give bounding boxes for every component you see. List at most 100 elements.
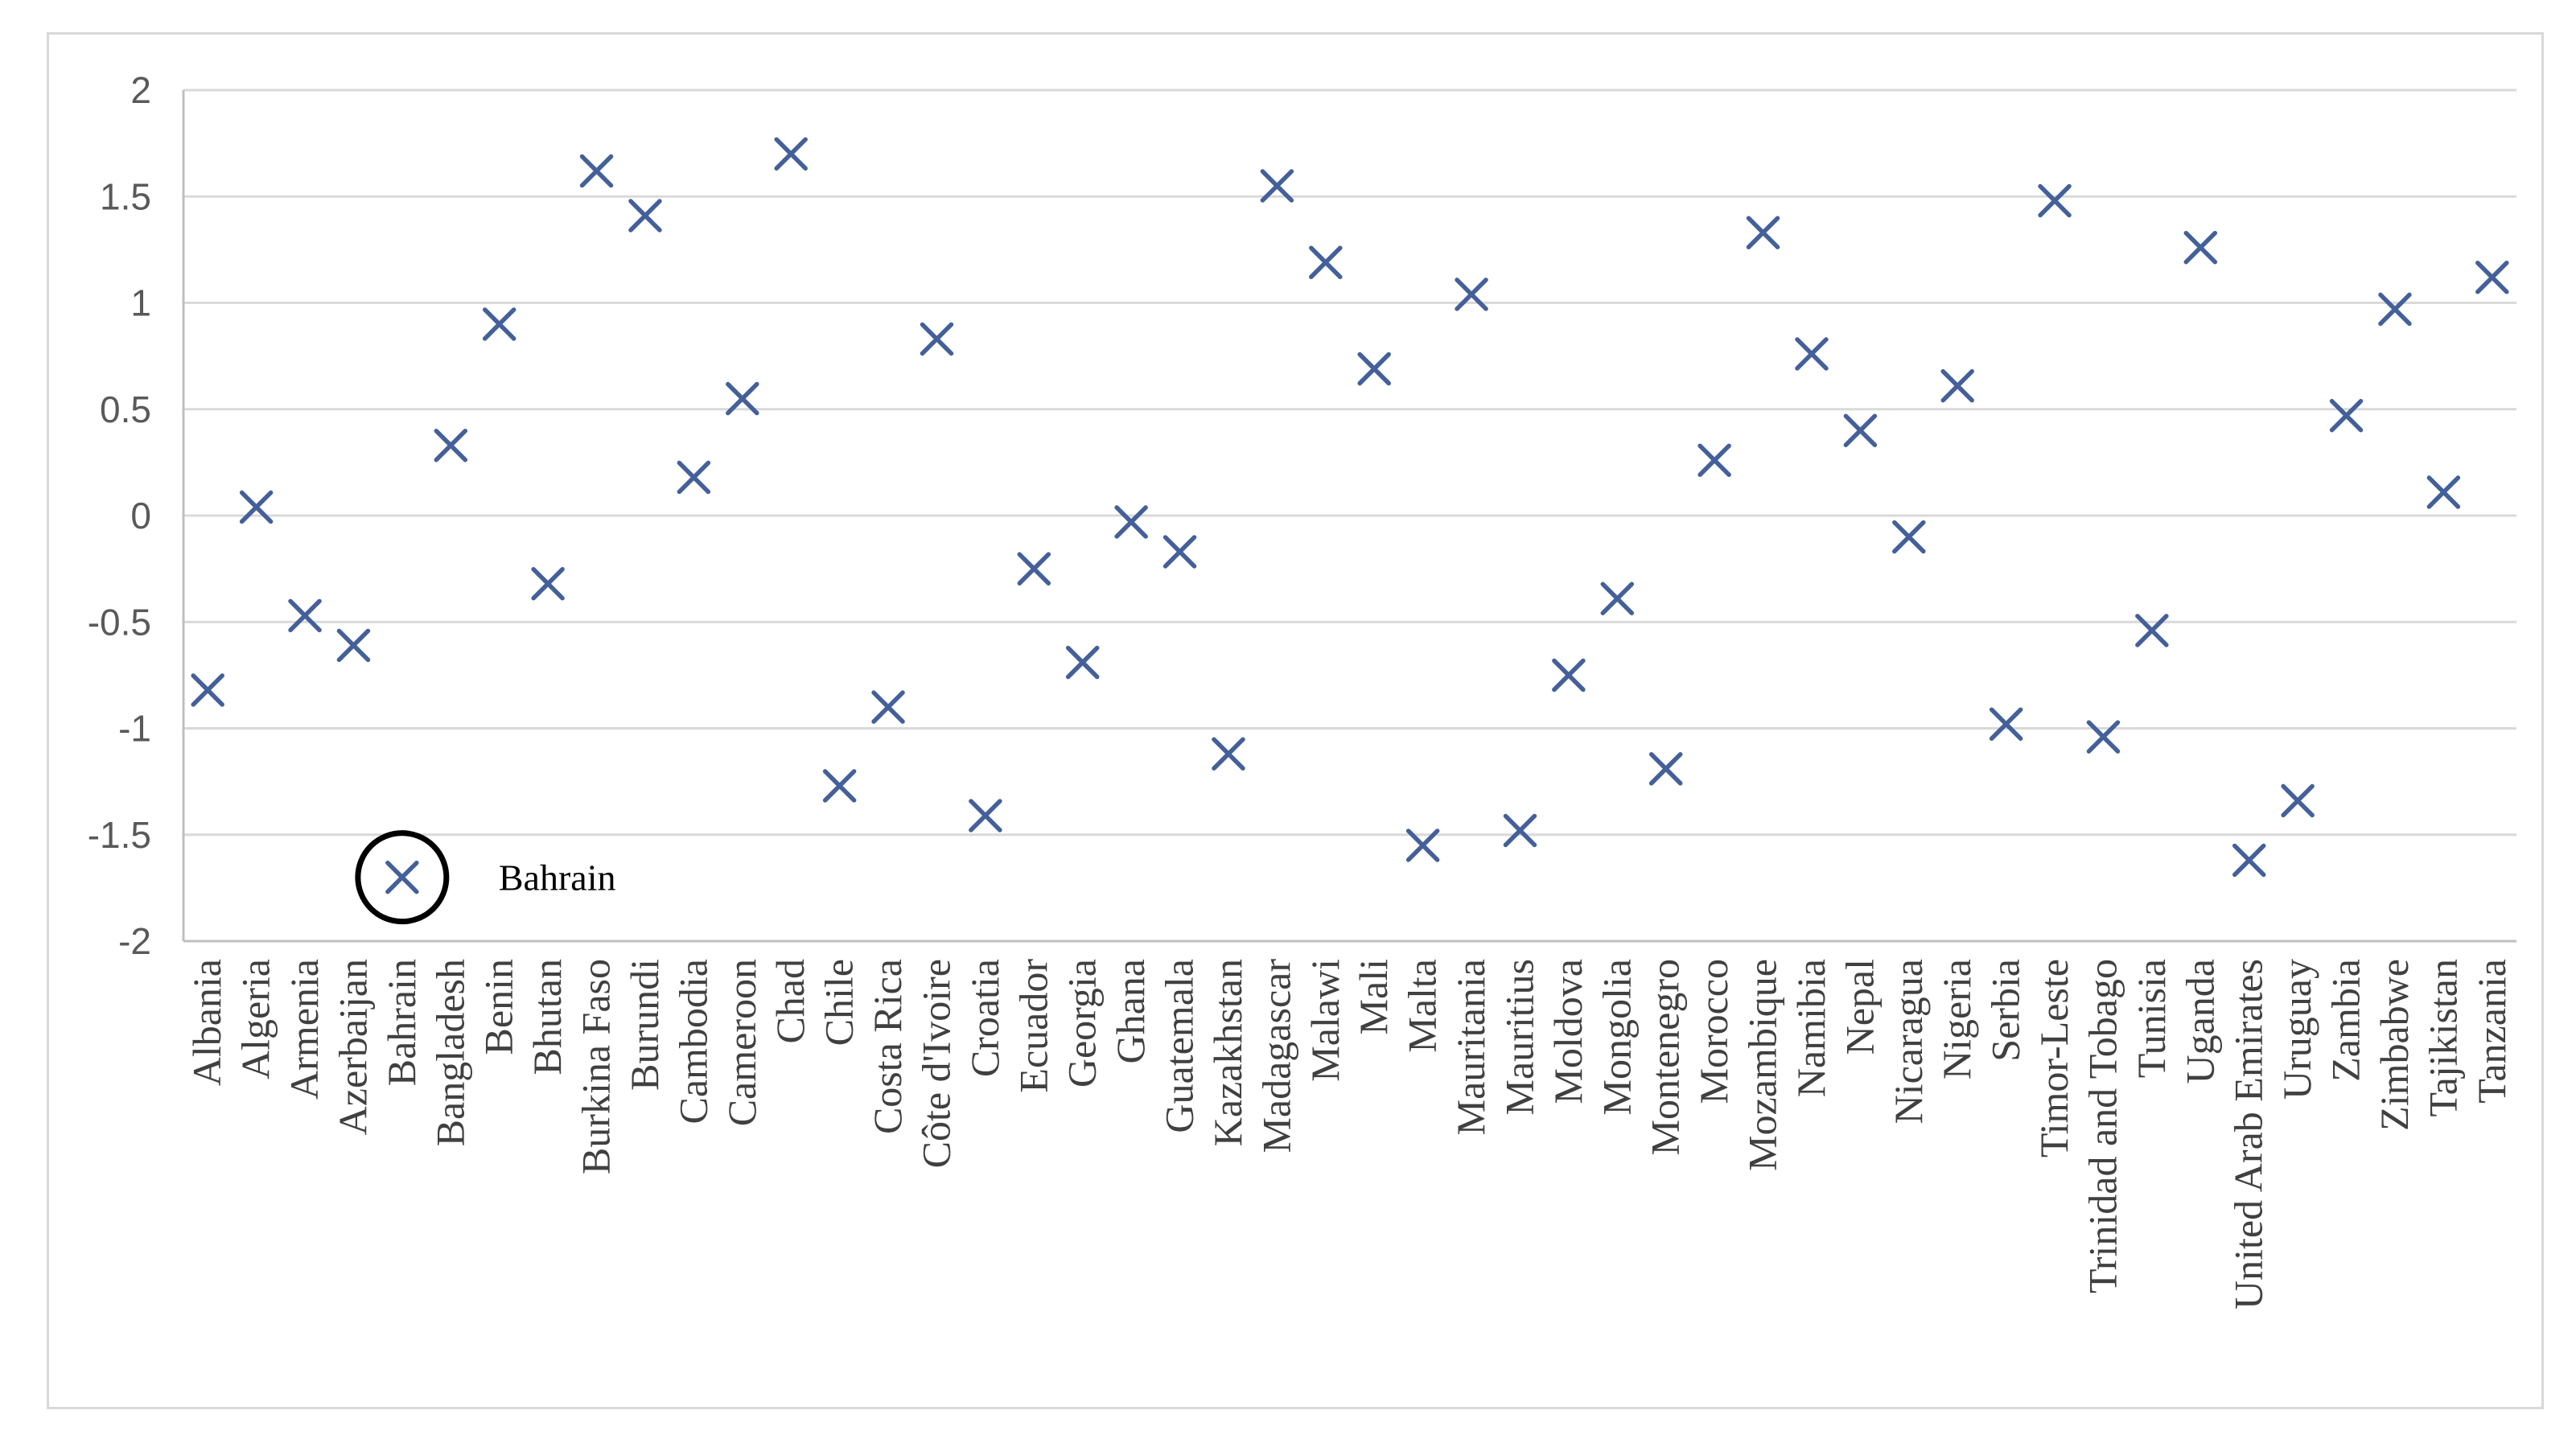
x-tick-label: Tunisia bbox=[2129, 959, 2174, 1078]
x-tick-label: Chad bbox=[767, 959, 813, 1044]
x-tick-label: Azerbaijan bbox=[330, 959, 375, 1135]
x-tick-label: Serbia bbox=[1983, 959, 2028, 1062]
x-tick-label: Guatemala bbox=[1157, 959, 1202, 1133]
data-point-malta bbox=[1405, 829, 1440, 862]
x-tick-label: Zambia bbox=[2323, 959, 2368, 1082]
x-tick-label: Mali bbox=[1351, 959, 1396, 1034]
x-tick-label: Croatia bbox=[962, 959, 1007, 1077]
data-point-georgia bbox=[1065, 645, 1100, 680]
data-point-ghana bbox=[1114, 505, 1148, 539]
data-point-ecuador bbox=[1017, 552, 1051, 586]
y-tick-label: -1 bbox=[118, 708, 151, 750]
data-point-trinidad-and-tobago bbox=[2086, 720, 2121, 754]
y-tick-label: 0 bbox=[130, 495, 151, 537]
data-point-tunisia bbox=[2135, 614, 2169, 648]
data-point-benin bbox=[482, 307, 516, 341]
x-tick-label: Burkina Faso bbox=[574, 959, 619, 1174]
x-tick-label: Tanzania bbox=[2469, 959, 2514, 1104]
y-axis-ticks: 2 1.5 1 0.5 0 -0.5 -1 -1.5 -2 bbox=[88, 69, 151, 962]
data-point-serbia bbox=[1989, 707, 2023, 741]
data-point-tanzania bbox=[2475, 261, 2509, 294]
y-tick-label: 1.5 bbox=[100, 175, 151, 217]
x-tick-label: Morocco bbox=[1691, 959, 1736, 1104]
x-tick-label: Ecuador bbox=[1010, 959, 1056, 1093]
x-tick-label: Nicaragua bbox=[1886, 959, 1931, 1124]
x-tick-label: Timor-Leste bbox=[2031, 959, 2076, 1157]
data-point-kazakhstan bbox=[1212, 737, 1245, 771]
y-tick-label: 1 bbox=[130, 282, 151, 324]
x-tick-label: Mozambique bbox=[1740, 959, 1785, 1171]
y-tick-label: -2 bbox=[118, 920, 151, 962]
x-tick-label: Malta bbox=[1400, 959, 1445, 1053]
y-tick-label: 0.5 bbox=[100, 389, 151, 430]
data-point-malawi bbox=[1309, 245, 1343, 279]
x-tick-label: Algeria bbox=[233, 959, 278, 1079]
x-tick-label: Cambodia bbox=[670, 959, 715, 1125]
annotation-label: Bahrain bbox=[499, 857, 616, 898]
x-tick-label: Bangladesh bbox=[427, 959, 472, 1146]
data-point-bangladesh bbox=[434, 428, 468, 463]
data-point-guatemala bbox=[1162, 535, 1197, 569]
x-tick-label: Zimbabwe bbox=[2372, 959, 2417, 1131]
y-tick-label: -1.5 bbox=[88, 814, 151, 856]
x-tick-label: Nigeria bbox=[1934, 959, 1979, 1079]
x-tick-label: Trinidad and Tobago bbox=[2080, 959, 2125, 1293]
x-tick-label: Ghana bbox=[1108, 959, 1153, 1064]
data-point-cameroon bbox=[726, 381, 759, 416]
data-point-united-arab-emirates bbox=[2232, 843, 2266, 878]
data-point-burkina-faso bbox=[579, 154, 614, 188]
data-point-bahrain bbox=[385, 860, 419, 894]
gridlines bbox=[182, 88, 2516, 943]
x-tick-label: Mauritania bbox=[1448, 959, 1493, 1135]
data-point-mozambique bbox=[1746, 216, 1780, 249]
data-point-c-te-d-ivoire bbox=[920, 322, 954, 356]
x-tick-label: Côte d'Ivoire bbox=[913, 959, 958, 1168]
data-point-chad bbox=[774, 137, 808, 171]
data-point-mongolia bbox=[1600, 582, 1635, 615]
data-point-montenegro bbox=[1648, 752, 1683, 786]
data-point-burundi bbox=[628, 199, 662, 232]
x-tick-label: Bahrain bbox=[379, 959, 424, 1086]
data-point-namibia bbox=[1795, 337, 1829, 371]
x-tick-label: Georgia bbox=[1060, 959, 1105, 1088]
data-point-armenia bbox=[288, 598, 322, 633]
x-tick-label: Montenegro bbox=[1643, 959, 1688, 1155]
x-axis-ticks: Albania Algeria Armenia Azerbaijan Bahrain Ba… bbox=[184, 959, 2514, 1310]
data-point-zimbabwe bbox=[2378, 292, 2412, 327]
x-tick-label: Burundi bbox=[622, 959, 667, 1091]
y-tick-label: -0.5 bbox=[88, 601, 151, 643]
data-point-mali bbox=[1357, 352, 1391, 386]
data-point-uruguay bbox=[2281, 783, 2315, 818]
x-tick-label: Tajikistan bbox=[2420, 959, 2465, 1116]
data-point-nepal bbox=[1843, 413, 1878, 447]
x-tick-label: Mongolia bbox=[1594, 959, 1639, 1115]
x-tick-label: Armenia bbox=[282, 959, 327, 1100]
data-markers bbox=[191, 137, 2509, 894]
data-point-nicaragua bbox=[1892, 520, 1926, 554]
data-point-nigeria bbox=[1940, 368, 1974, 403]
x-tick-label: Moldova bbox=[1545, 959, 1590, 1104]
x-tick-label: Albania bbox=[184, 959, 229, 1086]
data-point-mauritania bbox=[1455, 278, 1488, 311]
annotations: Bahrain bbox=[355, 830, 616, 925]
data-point-madagascar bbox=[1260, 169, 1294, 203]
x-tick-label: Bhutan bbox=[525, 959, 570, 1075]
data-point-costa-rica bbox=[871, 690, 905, 724]
x-tick-label: Cameroon bbox=[719, 959, 764, 1126]
data-point-azerbaijan bbox=[336, 628, 371, 663]
x-tick-label: Namibia bbox=[1788, 959, 1833, 1097]
annotation-circle bbox=[355, 830, 450, 925]
x-tick-label: Nepal bbox=[1837, 959, 1882, 1055]
data-point-croatia bbox=[969, 799, 1002, 833]
data-point-uganda bbox=[2183, 230, 2218, 265]
data-point-morocco bbox=[1697, 443, 1731, 477]
x-tick-label: Madagascar bbox=[1253, 959, 1298, 1153]
data-point-tajikistan bbox=[2426, 475, 2461, 509]
data-point-mauritius bbox=[1503, 813, 1537, 848]
data-point-bhutan bbox=[531, 566, 565, 601]
x-tick-label: Benin bbox=[476, 959, 521, 1055]
x-tick-label: Malawi bbox=[1302, 959, 1348, 1082]
x-tick-label: Uruguay bbox=[2274, 959, 2319, 1100]
x-tick-label: Mauritius bbox=[1496, 959, 1541, 1115]
